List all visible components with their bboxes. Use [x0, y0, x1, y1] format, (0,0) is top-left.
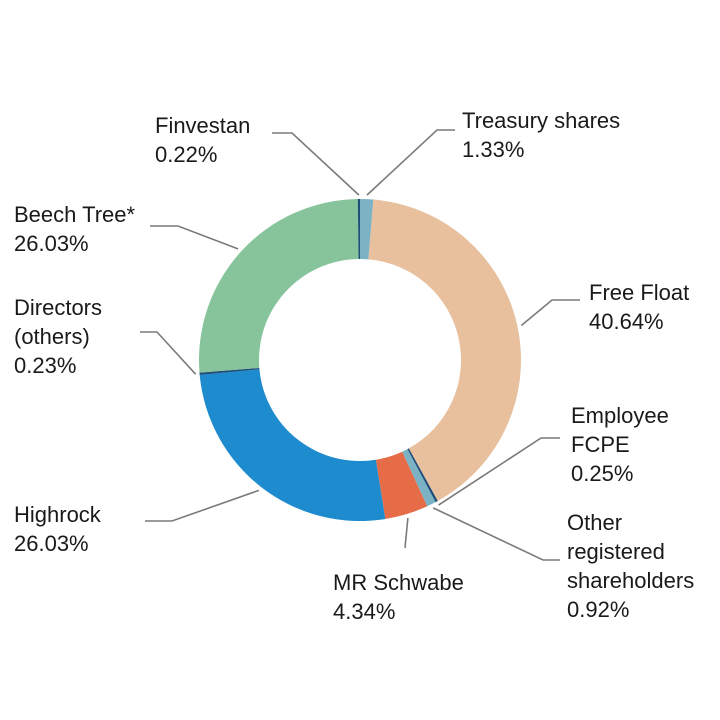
- slice-name-label: (others): [14, 324, 90, 349]
- slice-value-label: 4.34%: [333, 599, 395, 624]
- slice-directors-others: [199, 367, 260, 375]
- slice-name-label: Highrock: [14, 502, 102, 527]
- slice-employee-fcpe: [407, 448, 438, 503]
- slice-value-label: 1.33%: [462, 137, 524, 162]
- leader-line-directors-others: [140, 331, 197, 375]
- leader-lines: [140, 129, 580, 561]
- slice-name-label: Employee: [571, 403, 669, 428]
- slice-label-other-registered-shareholders: Other registered shareholders 0.92%: [567, 510, 694, 622]
- slice-beech-tree: [199, 199, 359, 373]
- leader-line-other-registered-shareholders: [432, 507, 560, 561]
- leader-line-highrock: [145, 489, 260, 522]
- slice-label-beech-tree: Beech Tree* 26.03%: [14, 202, 136, 256]
- leader-line-beech-tree: [150, 225, 239, 250]
- slice-highrock: [199, 369, 386, 521]
- slice-label-highrock: Highrock 26.03%: [14, 502, 102, 556]
- slice-value-label: 26.03%: [14, 231, 89, 256]
- leader-line-free-float: [520, 299, 580, 327]
- slice-other-registered-shareholders: [402, 449, 436, 507]
- slice-labels: Treasury shares 1.33% Free Float 40.64% Empl…: [14, 108, 694, 624]
- slice-label-free-float: Free Float 40.64%: [589, 280, 689, 334]
- slice-label-directors-others: Directors (others) 0.23%: [14, 295, 102, 378]
- slice-label-finvestan: Finvestan 0.22%: [155, 113, 250, 167]
- slice-name-label: Treasury shares: [462, 108, 620, 133]
- slice-label-mr-schwabe: MR Schwabe 4.34%: [333, 570, 464, 624]
- slice-value-label: 0.25%: [571, 461, 633, 486]
- slice-value-label: 0.23%: [14, 353, 76, 378]
- slice-value-label: 40.64%: [589, 309, 664, 334]
- slice-label-employee-fcpe: Employee FCPE 0.25%: [571, 403, 669, 486]
- slice-free-float: [368, 199, 522, 501]
- slice-name-label: Beech Tree*: [14, 202, 136, 227]
- slice-treasury-shares: [360, 199, 374, 260]
- slice-name-label: shareholders: [567, 568, 694, 593]
- slice-finvestan: [357, 199, 360, 260]
- leader-line-treasury-shares: [366, 129, 455, 196]
- slice-name-label: Free Float: [589, 280, 689, 305]
- slice-name-label: FCPE: [571, 432, 630, 457]
- slice-name-label: Finvestan: [155, 113, 250, 138]
- slice-name-label: registered: [567, 539, 665, 564]
- slice-mr-schwabe: [375, 451, 428, 519]
- donut-slices: [199, 199, 522, 521]
- slice-name-label: Directors: [14, 295, 102, 320]
- slice-name-label: MR Schwabe: [333, 570, 464, 595]
- slice-value-label: 0.22%: [155, 142, 217, 167]
- slice-label-treasury-shares: Treasury shares 1.33%: [462, 108, 620, 162]
- slice-value-label: 26.03%: [14, 531, 89, 556]
- leader-line-finvestan: [272, 132, 360, 196]
- slice-value-label: 0.92%: [567, 597, 629, 622]
- leader-line-employee-fcpe: [438, 437, 560, 506]
- slice-name-label: Other: [567, 510, 622, 535]
- leader-line-mr-schwabe: [404, 517, 409, 549]
